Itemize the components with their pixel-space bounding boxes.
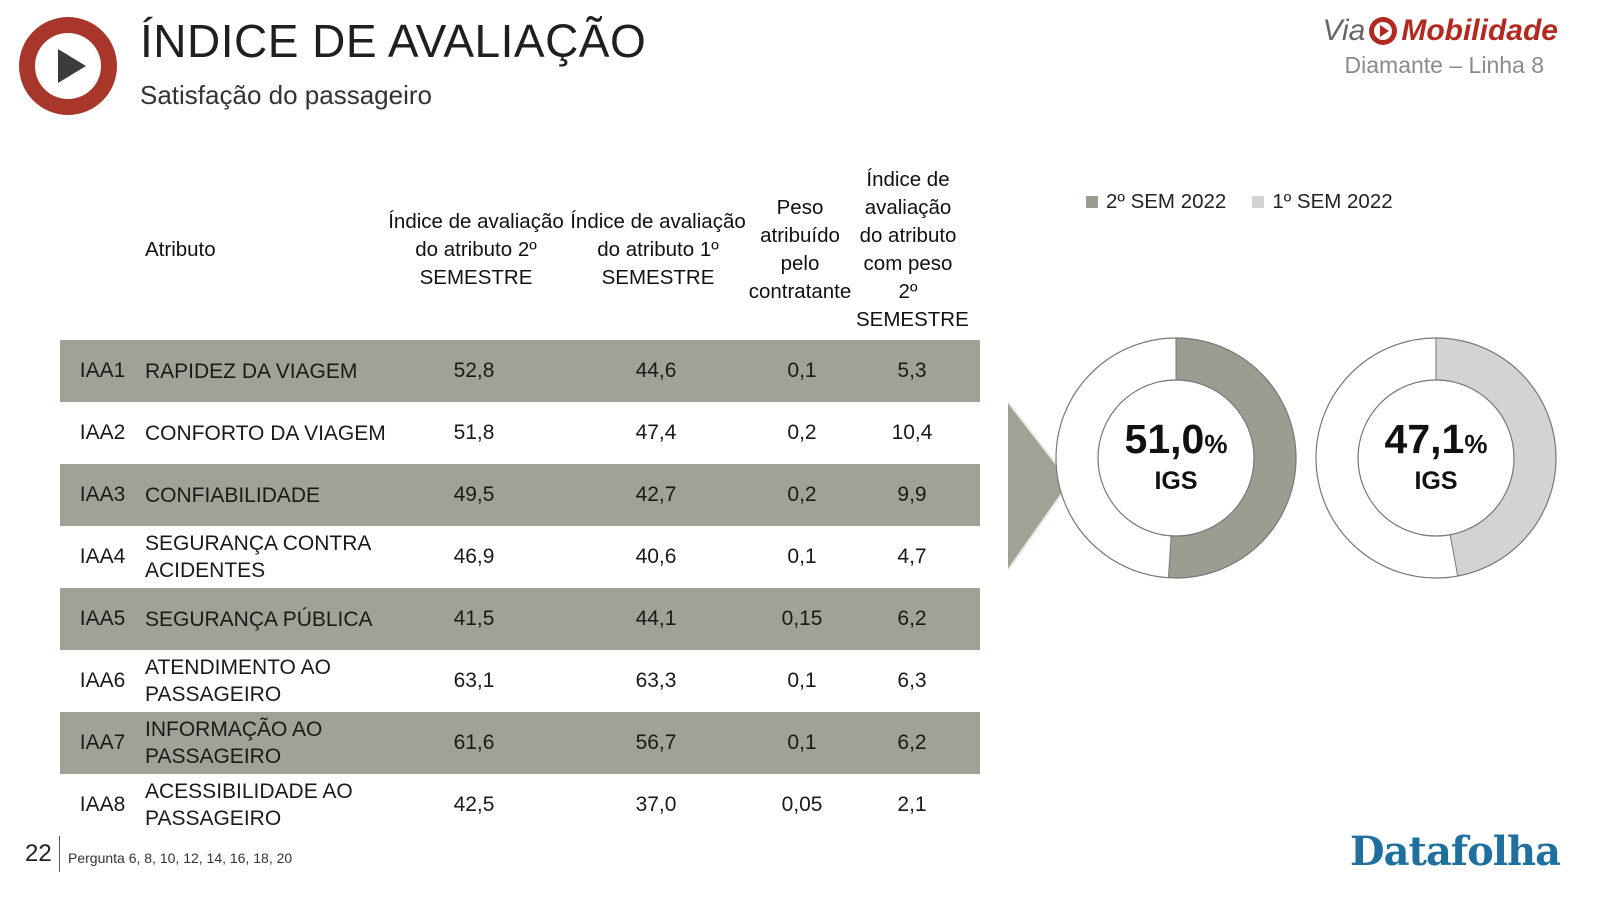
row-value-s1: 37,0 — [635, 793, 677, 816]
donut-center-label: 47,1% IGS — [1371, 416, 1501, 496]
row-value-pond: 6,2 — [897, 731, 927, 754]
table-row: IAA7 INFORMAÇÃO AO PASSAGEIRO 61,6 56,7 0,1 6… — [60, 712, 980, 774]
table-header: Atributo Índice de avaliação do atributo… — [60, 168, 980, 338]
row-value-s1: 44,6 — [635, 359, 677, 382]
row-value-pond: 9,9 — [897, 483, 927, 506]
row-attribute: RAPIDEZ DA VIAGEM — [145, 359, 358, 383]
donut-value: 51,0% — [1111, 416, 1241, 463]
legend-swatch — [1086, 196, 1098, 208]
header-idx1: Índice de avaliação do atributo 1º SEMES… — [570, 210, 746, 289]
row-value-s2: 42,5 — [453, 793, 495, 816]
donut-value-number: 47,1 — [1384, 416, 1465, 462]
row-value-peso: 0,05 — [781, 793, 823, 816]
row-value-s1: 63,3 — [635, 669, 677, 692]
footer-divider — [59, 836, 60, 872]
legend-item: 1º SEM 2022 — [1252, 190, 1393, 214]
legend-label: 2º SEM 2022 — [1106, 190, 1227, 213]
header-ponderado: Índice de avaliação do atributo com peso… — [856, 168, 969, 331]
donut-value-unit: % — [1204, 429, 1228, 459]
donut-separator — [1449, 534, 1459, 577]
legend-item: 2º SEM 2022 — [1086, 190, 1226, 214]
donut-label: IGS — [1414, 467, 1458, 495]
page-number: 22 — [25, 840, 52, 867]
legend-label: 1º SEM 2022 — [1272, 190, 1393, 213]
row-attribute: CONFORTO DA VIAGEM — [145, 421, 386, 445]
table-row: IAA8 ACESSIBILIDADE AO PASSAGEIRO 42,5 37,0… — [60, 774, 980, 836]
row-value-peso: 0,1 — [787, 359, 817, 382]
row-attribute: ACESSIBILIDADE AO PASSAGEIRO — [145, 780, 353, 830]
table-row: IAA3 CONFIABILIDADE 49,5 42,7 0,2 9,9 — [60, 464, 980, 526]
donut-chart — [1315, 337, 1557, 579]
row-code: IAA3 — [79, 483, 126, 506]
row-value-s2: 63,1 — [453, 669, 495, 692]
brand-mobilidade: Mobilidade — [1401, 14, 1558, 47]
row-value-s1: 40,6 — [635, 545, 677, 568]
row-attribute: SEGURANÇA PÚBLICA — [145, 607, 373, 631]
brand-line: Diamante – Linha 8 — [1344, 52, 1544, 78]
row-value-peso: 0,1 — [787, 545, 817, 568]
header-atributo: Atributo — [145, 238, 216, 261]
legend-swatch — [1252, 196, 1265, 208]
brand-via: Via — [1322, 14, 1366, 47]
row-value-pond: 4,7 — [897, 545, 927, 568]
table-row: IAA4 SEGURANÇA CONTRA ACIDENTES 46,9 40,6 0,… — [60, 526, 980, 588]
chart-legend: 2º SEM 2022 1º SEM 2022 — [1086, 190, 1393, 214]
row-code: IAA2 — [79, 421, 126, 444]
donut-label: IGS — [1154, 467, 1198, 495]
donut-value-unit: % — [1464, 429, 1488, 459]
row-value-pond: 6,2 — [897, 607, 927, 630]
brand-play-icon — [1369, 17, 1398, 45]
row-value-peso: 0,1 — [787, 669, 817, 692]
row-value-peso: 0,15 — [781, 607, 823, 630]
page-title: ÍNDICE DE AVALIAÇÃO — [140, 15, 647, 67]
row-value-s1: 44,1 — [635, 607, 677, 630]
row-attribute: INFORMAÇÃO AO PASSAGEIRO — [145, 718, 323, 768]
play-logo-icon — [19, 17, 117, 115]
row-value-pond: 5,3 — [897, 359, 927, 382]
row-value-s2: 46,9 — [453, 545, 495, 568]
row-value-s2: 49,5 — [453, 483, 495, 506]
row-value-s1: 47,4 — [635, 421, 677, 444]
row-code: IAA8 — [79, 793, 126, 816]
donut-slice — [1436, 338, 1557, 577]
datafolha-logo: Datafolha — [1349, 828, 1561, 875]
row-code: IAA6 — [79, 669, 126, 692]
row-code: IAA1 — [79, 359, 126, 382]
donut-chart — [1055, 337, 1297, 579]
row-value-s1: 56,7 — [635, 731, 677, 754]
row-attribute: CONFIABILIDADE — [145, 483, 321, 507]
viamobilidade-logo: Via Mobilidade Diamante – Linha 8 — [1323, 14, 1559, 79]
footer-question: Pergunta 6, 8, 10, 12, 14, 16, 18, 20 — [68, 850, 293, 866]
row-code: IAA7 — [79, 731, 126, 754]
row-value-pond: 6,3 — [897, 669, 927, 692]
row-value-s2: 52,8 — [453, 359, 495, 382]
row-value-s2: 51,8 — [453, 421, 495, 444]
table-row: IAA2 CONFORTO DA VIAGEM 51,8 47,4 0,2 10,4 — [60, 402, 980, 464]
row-value-s2: 41,5 — [453, 607, 495, 630]
row-code: IAA5 — [79, 607, 126, 630]
page-subtitle: Satisfação do passageiro — [140, 80, 432, 110]
donut-separator — [1167, 535, 1172, 578]
row-value-pond: 2,1 — [897, 793, 927, 816]
row-value-peso: 0,2 — [787, 421, 817, 444]
row-value-peso: 0,2 — [787, 483, 817, 506]
donut-value-number: 51,0 — [1124, 416, 1205, 462]
row-code: IAA4 — [79, 545, 126, 568]
donut-center-label: 51,0% IGS — [1111, 416, 1241, 496]
row-value-pond: 10,4 — [891, 421, 933, 444]
donut-slice — [1168, 338, 1296, 578]
row-value-s2: 61,6 — [453, 731, 495, 754]
row-value-peso: 0,1 — [787, 731, 817, 754]
table-row: IAA5 SEGURANÇA PÚBLICA 41,5 44,1 0,15 6,2 — [60, 588, 980, 650]
row-value-s1: 42,7 — [635, 483, 677, 506]
header-idx2: Índice de avaliação do atributo 2º SEMES… — [388, 210, 564, 289]
row-attribute: SEGURANÇA CONTRA ACIDENTES — [145, 532, 371, 582]
header-peso: Peso atribuído pelo contratante — [748, 196, 852, 303]
table-row: IAA6 ATENDIMENTO AO PASSAGEIRO 63,1 63,3 0,1… — [60, 650, 980, 712]
donut-value: 47,1% — [1371, 416, 1501, 463]
row-attribute: ATENDIMENTO AO PASSAGEIRO — [145, 656, 331, 706]
table-row: IAA1 RAPIDEZ DA VIAGEM 52,8 44,6 0,1 5,3 — [60, 340, 980, 402]
